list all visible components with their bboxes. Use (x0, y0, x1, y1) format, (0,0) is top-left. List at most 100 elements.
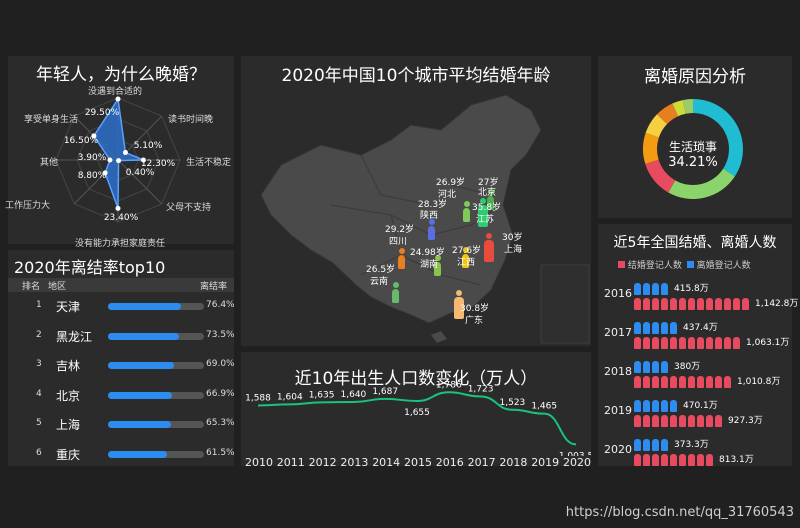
city-age: 27.6岁 (452, 246, 482, 256)
donut-slice (693, 99, 743, 177)
donut-slice (672, 100, 686, 117)
divorce-person-icon (661, 400, 668, 412)
births-title: 近10年出生人口数变化（万人） (294, 369, 538, 389)
marriage-person-icon (634, 454, 641, 466)
marriage-person-icon (634, 376, 641, 388)
marriage-pictogram (634, 451, 715, 466)
city-name: 江苏 (476, 215, 495, 225)
map-title: 2020年中国10个城市平均结婚年龄 (281, 66, 551, 86)
radar-value-label: 16.50% (64, 136, 99, 146)
births-x-tick: 2015 (404, 456, 432, 469)
ranking-rank: 4 (36, 388, 42, 399)
ranking-bar-fill (108, 391, 173, 399)
city-marker (487, 196, 494, 210)
radar-chart: 没遇到合适的 29.50% 读书时间晚 5.10% 生活不稳定 12.30% 父母不支持 0.… (5, 85, 231, 249)
ranking-region: 上海 (56, 418, 81, 432)
marriage-person-icon (706, 415, 713, 427)
divorce-person-icon (661, 439, 668, 451)
mardiv-year: 2020 (604, 443, 632, 456)
ranking-rank: 6 (36, 447, 42, 458)
divorce-person-icon (652, 322, 659, 334)
ranking-rate: 66.9% (206, 388, 235, 399)
city-age: 30.8岁 (460, 304, 490, 314)
marriage-person-icon (715, 376, 722, 388)
radar-axis-label: 没遇到合适的 (88, 85, 142, 97)
ranking-bar-track (108, 450, 204, 458)
divorce-title: 离婚原因分析 (644, 67, 746, 87)
marriage-person-icon (661, 454, 668, 466)
divorce-person-icon (634, 283, 641, 295)
marriage-person-icon (688, 454, 695, 466)
ranking-bar-track (108, 391, 204, 399)
marriage-value: 927.3万 (728, 416, 763, 426)
divorce-person-icon (634, 400, 641, 412)
legend-divorce-label: 离婚登记人数 (696, 261, 751, 271)
marriage-person-icon (706, 337, 713, 349)
city-marker-head (428, 219, 435, 225)
marriage-pictogram (634, 334, 742, 349)
donut-slice (668, 168, 735, 199)
ranking-col-rate: 离结率 (200, 282, 228, 292)
marriage-person-icon (697, 376, 704, 388)
city-marker (484, 240, 494, 262)
divorce-pictogram (634, 280, 670, 295)
ranking-bar-fill (108, 421, 171, 428)
radar-value-label: 23.40% (104, 213, 139, 223)
radar-point (102, 170, 108, 176)
divorce-person-icon (652, 283, 659, 295)
marriage-person-icon (679, 376, 686, 388)
radar-axis (117, 159, 163, 205)
ranking-rank: 3 (36, 359, 42, 369)
divorce-person-icon (661, 361, 668, 373)
births-data-label: 1,640 (341, 390, 367, 400)
births-x-tick: 2018 (499, 456, 528, 469)
marriage-person-icon (679, 415, 686, 427)
radar-value-label: 12.30% (141, 159, 176, 169)
births-x-tick: 2020 (563, 456, 591, 469)
ranking-row: 4 北京 66.9% (8, 386, 235, 406)
marriage-person-icon (643, 415, 650, 427)
marriage-value: 1,063.1万 (746, 338, 790, 348)
ranking-rank: 1 (36, 300, 42, 310)
divorce-person-icon (670, 400, 677, 412)
city-age: 24.98岁 (410, 248, 445, 258)
donut-center-value: 34.21% (668, 155, 718, 170)
radar-point (116, 158, 122, 164)
ranking-region: 黑龙江 (56, 329, 93, 344)
china-map (260, 94, 590, 344)
divorce-value: 437.4万 (683, 323, 718, 333)
ranking-row: 1 天津 76.4% (8, 297, 235, 317)
city-marker-head (398, 248, 405, 254)
births-data-label: 1,786 (436, 380, 462, 390)
divorce-person-icon (661, 322, 668, 334)
marriage-person-icon (688, 376, 695, 388)
divorce-person-icon (643, 439, 650, 451)
ranking-bar-fill (108, 303, 182, 310)
radar-value-label: 5.10% (134, 141, 163, 151)
city-age: 30岁 (502, 233, 523, 243)
births-data-label: 1,687 (372, 387, 398, 397)
hainan-island (431, 331, 447, 343)
marriage-pictogram (634, 412, 724, 427)
marriage-person-icon (706, 298, 713, 310)
marriage-person-icon (652, 415, 659, 427)
ranking-region: 重庆 (56, 447, 81, 462)
divorce-pictogram (634, 358, 670, 373)
marriage-person-icon (697, 415, 704, 427)
births-data-label: 1,635 (309, 390, 335, 400)
ranking-rate: 76.4% (206, 300, 235, 310)
marriage-person-icon (697, 454, 704, 466)
divorce-donut-chart (643, 99, 743, 199)
donut-slice (657, 103, 679, 125)
city-name: 江西 (457, 258, 476, 268)
city-age: 29.2岁 (385, 225, 415, 235)
city-age: 26.9岁 (436, 178, 466, 188)
marriage-person-icon (661, 376, 668, 388)
ranking-row: 2 黑龙江 73.5% (8, 327, 235, 347)
marriage-person-icon (634, 337, 641, 349)
city-name: 四川 (389, 237, 408, 247)
births-line-chart: 1,588 1,604 1,635 1,640 1,687 1,655 1,786 1,723… (245, 380, 591, 456)
mardiv-legend: 结婚登记人数 离婚登记人数 (618, 258, 751, 271)
births-data-label: 1,723 (468, 384, 494, 394)
marriage-person-icon (706, 376, 713, 388)
